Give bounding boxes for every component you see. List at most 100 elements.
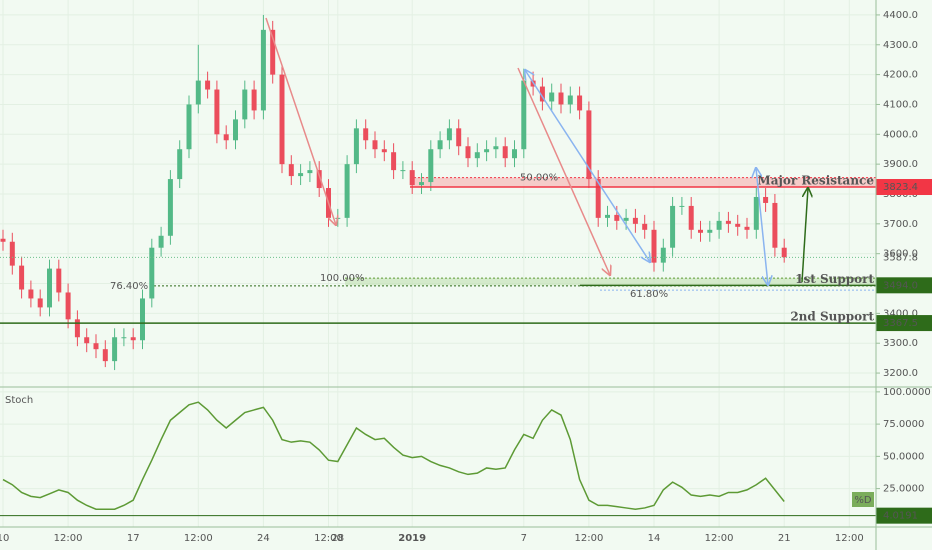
candle-body [242, 89, 248, 120]
candle-body [428, 149, 434, 183]
candle-body [623, 217, 629, 221]
last-price-label: 3587.8 [883, 252, 918, 263]
candle-body [288, 164, 294, 177]
candle-body [456, 128, 462, 147]
candle-body [335, 217, 341, 219]
candle-body [177, 149, 183, 180]
price-tag-label: 3494.0 [883, 280, 918, 291]
arrow [525, 70, 650, 262]
candle-body [660, 247, 666, 263]
support-zone [345, 278, 876, 286]
candle-body [47, 268, 52, 308]
x-tick-label: 12:00 [314, 533, 343, 544]
candle-body [372, 140, 378, 150]
candle-body [744, 226, 750, 230]
candle-body [567, 95, 573, 105]
y-tick-label: 50.0000 [883, 451, 924, 462]
arrow [801, 188, 808, 283]
candle-body [186, 104, 192, 150]
candle-body [651, 229, 657, 263]
x-tick-label: 10 [0, 533, 9, 544]
candle-body [753, 196, 759, 230]
candle-body [549, 92, 555, 102]
candle-body [688, 205, 694, 230]
candle-body [670, 205, 676, 248]
x-tick-label: 12:00 [835, 533, 864, 544]
y-tick-label: 4200.0 [883, 70, 918, 81]
candle-body [558, 92, 564, 105]
candle-body [679, 205, 685, 207]
y-tick-label: 3300.0 [883, 338, 918, 349]
candle-body [707, 229, 713, 233]
candle-body [381, 149, 387, 153]
candle-body [772, 202, 778, 248]
candle-body [716, 220, 722, 230]
candle-body [214, 89, 220, 135]
x-tick-label: 24 [257, 533, 270, 544]
candle-body [632, 217, 638, 224]
y-tick-label: 4100.0 [883, 99, 918, 110]
price-tag-label: 3367.5 [883, 318, 918, 329]
candle-body [502, 146, 508, 159]
candle-body [130, 337, 136, 341]
y-tick-label: 4000.0 [883, 129, 918, 140]
candle-body [279, 74, 285, 165]
x-tick-label: 21 [778, 533, 791, 544]
candle-body [642, 223, 648, 230]
legend-tag [852, 492, 874, 507]
price-tag [876, 179, 932, 196]
x-tick-label: 14 [648, 533, 661, 544]
candle-body [298, 173, 304, 177]
y-tick-label: 25.0000 [883, 484, 924, 495]
price-tag [876, 277, 932, 294]
price-tag [876, 315, 932, 332]
candle-body [437, 140, 443, 150]
x-tick-label: 12:00 [574, 533, 603, 544]
level-label: 2nd Support [790, 310, 874, 324]
candle-body [446, 128, 452, 141]
candle-body [260, 29, 266, 111]
value-tag-label: 4.0191 [883, 511, 918, 522]
candle-body [84, 337, 90, 344]
candle-body [484, 149, 490, 153]
candle-body [735, 223, 741, 227]
candle-body [28, 289, 34, 299]
fib-label: 61.80% [630, 289, 668, 300]
y-tick-label: 4400.0 [883, 10, 918, 21]
candle-body [149, 247, 155, 299]
fib-label: 50.00% [520, 173, 558, 184]
arrow [265, 17, 336, 225]
fib-label: 76.40% [110, 281, 148, 292]
pane-title: Stoch [5, 395, 33, 406]
candle-body [93, 343, 99, 350]
candle-body [344, 164, 350, 218]
drawings [265, 17, 808, 285]
candle-body [19, 265, 25, 290]
y-tick-label: 3200.0 [883, 368, 918, 379]
y-tick-label: 3900.0 [883, 159, 918, 170]
candle-body [140, 298, 145, 341]
candle-body [419, 182, 424, 186]
candle-body [316, 170, 322, 189]
candle-body [605, 214, 610, 218]
candle-body [577, 95, 583, 111]
candle-body [112, 337, 118, 362]
candle-body [223, 134, 229, 141]
candle-body [158, 235, 164, 248]
stoch-line [2, 401, 785, 510]
y-tick-label: 75.0000 [883, 419, 924, 430]
y-tick-label: 4300.0 [883, 40, 918, 51]
x-tick-label: 17 [127, 533, 140, 544]
x-tick-label: 12:00 [54, 533, 83, 544]
x-tick-label: 12:00 [184, 533, 213, 544]
arrow [756, 168, 768, 285]
candle-body [251, 89, 257, 111]
candle-body [521, 80, 527, 150]
candle-body [400, 170, 406, 172]
candle-body [698, 229, 703, 233]
candle-body [781, 247, 787, 258]
x-tick-label: 7 [521, 533, 527, 544]
candle-body [391, 152, 397, 171]
